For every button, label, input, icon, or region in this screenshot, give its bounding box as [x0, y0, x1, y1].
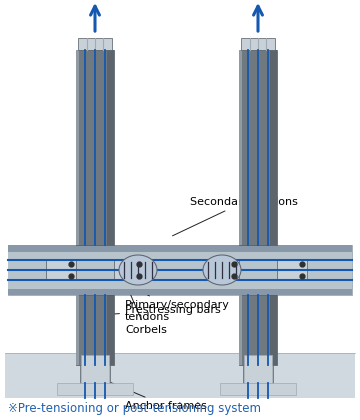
Bar [8, 245, 352, 252]
Bar [57, 383, 133, 395]
Bar [114, 260, 144, 280]
Bar [107, 295, 114, 365]
Bar [76, 295, 114, 365]
Bar [5, 353, 355, 398]
Bar [46, 260, 76, 280]
Bar [241, 38, 275, 50]
Bar [244, 355, 272, 383]
Text: Primary/secondary
tendons: Primary/secondary tendons [99, 269, 230, 322]
Bar [80, 365, 110, 383]
Ellipse shape [119, 255, 157, 285]
Bar [81, 355, 109, 383]
Bar [107, 50, 114, 245]
Bar [76, 50, 114, 245]
Text: Secondary tendons: Secondary tendons [172, 197, 298, 236]
Text: Corbels: Corbels [123, 278, 167, 335]
Ellipse shape [203, 255, 241, 285]
Bar [76, 295, 80, 365]
Text: Prestressing bars: Prestressing bars [102, 305, 221, 315]
Bar [8, 289, 352, 295]
Bar [270, 50, 277, 245]
Bar [239, 50, 242, 245]
Bar [209, 260, 239, 280]
Text: ※Pre-tensioning or post-tensioning system
of primary tendons by the situation.: ※Pre-tensioning or post-tensioning syste… [8, 402, 261, 420]
Bar [277, 260, 307, 280]
Text: Anchor frames: Anchor frames [103, 379, 207, 411]
Bar [243, 365, 273, 383]
Bar [239, 295, 242, 365]
Bar [76, 50, 80, 245]
Bar [220, 383, 296, 395]
Bar [78, 38, 112, 50]
Bar [270, 295, 277, 365]
Bar [239, 295, 277, 365]
Bar [8, 252, 352, 289]
Bar [239, 50, 277, 245]
Bar [8, 245, 352, 295]
